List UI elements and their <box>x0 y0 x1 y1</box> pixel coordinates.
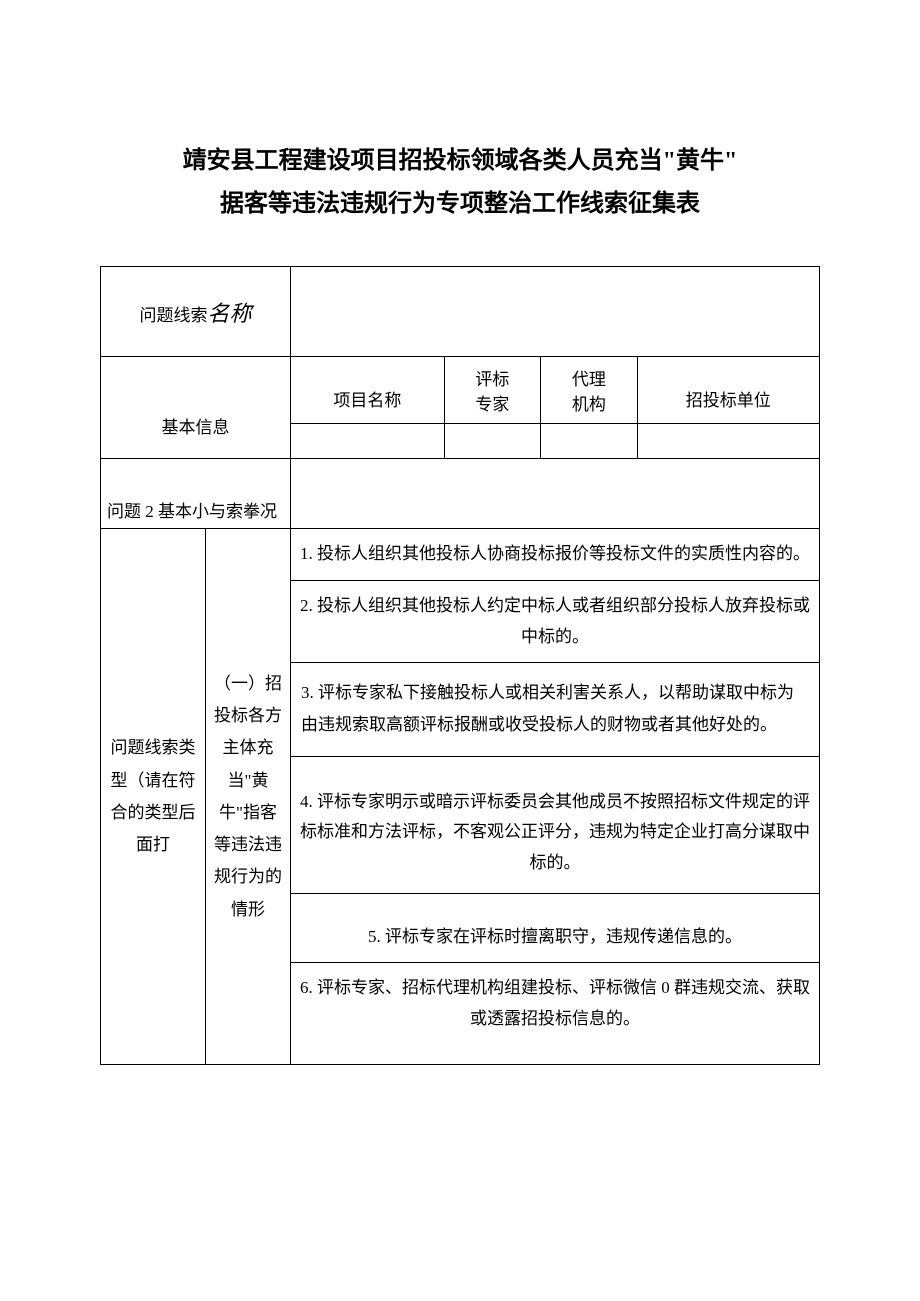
clue-name-italic: 名称 <box>207 301 251 326</box>
item-6: 6. 评标专家、招标代理机构组建投标、评标微信 0 群违规交流、获取或透露招投标… <box>291 963 820 1065</box>
basic-info-label: 基本信息 <box>101 357 291 459</box>
clue-name-value-cell <box>291 267 820 357</box>
item-2: 2. 投标人组织其他投标人约定中标人或者组织部分投标人放弃投标或中标的。 <box>291 580 820 662</box>
situation-value <box>291 459 820 529</box>
situation-row: 问题 2 基本小与索拳况 <box>101 459 820 529</box>
clue-name-prefix: 问题线索 <box>139 306 207 325</box>
subcategory-label: （一）招投标各方主体充当"黄牛"指客等违法违规行为的情形 <box>206 529 291 1065</box>
project-name-value <box>291 424 445 459</box>
item-3: 3. 评标专家私下接触投标人或相关利害关系人，以帮助谋取中标为由违规索取高额评标… <box>291 663 820 757</box>
clue-name-label-cell: 问题线索名称 <box>101 267 291 357</box>
agency-header: 代理 机构 <box>541 357 637 424</box>
project-name-header: 项目名称 <box>291 357 445 424</box>
document-title: 靖安县工程建设项目招投标领域各类人员充当"黄牛" 据客等违法违规行为专项整治工作… <box>100 140 820 226</box>
clue-name-row: 问题线索名称 <box>101 267 820 357</box>
item-1: 1. 投标人组织其他投标人协商投标报价等投标文件的实质性内容的。 <box>291 529 820 581</box>
bidding-unit-header: 招投标单位 <box>637 357 819 424</box>
item-4: 4. 评标专家明示或暗示评标委员会其他成员不按照招标文件规定的评标标准和方法评标… <box>291 756 820 893</box>
title-line-1: 靖安县工程建设项目招投标领域各类人员充当"黄牛" <box>100 140 820 183</box>
title-line-2: 据客等违法违规行为专项整治工作线索征集表 <box>100 183 820 226</box>
expert-header: 评标 专家 <box>444 357 540 424</box>
category-row-1: 问题线索类型（请在符合的类型后面打 （一）招投标各方主体充当"黄牛"指客等违法违… <box>101 529 820 581</box>
item-5: 5. 评标专家在评标时擅离职守，违规传递信息的。 <box>291 893 820 963</box>
category-label: 问题线索类型（请在符合的类型后面打 <box>101 529 206 1065</box>
clue-collection-table: 问题线索名称 基本信息 项目名称 评标 专家 代理 机构 招投标单位 问题 2 … <box>100 266 820 1065</box>
basic-info-header-row: 基本信息 项目名称 评标 专家 代理 机构 招投标单位 <box>101 357 820 424</box>
bidding-unit-value <box>637 424 819 459</box>
situation-label: 问题 2 基本小与索拳况 <box>101 459 291 529</box>
expert-value <box>444 424 540 459</box>
agency-value <box>541 424 637 459</box>
